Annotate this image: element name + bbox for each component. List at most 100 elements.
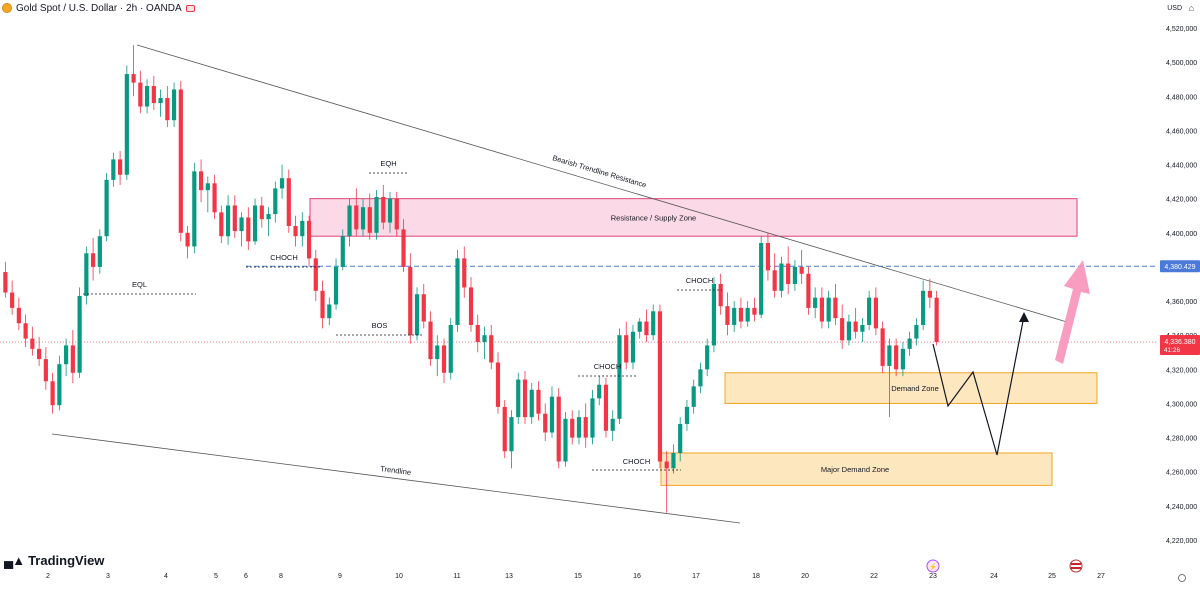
- tradingview-logo[interactable]: ▄▲ TradingView: [4, 553, 104, 568]
- candle-body: [624, 335, 629, 363]
- candle-body: [468, 287, 474, 325]
- candle-body: [907, 338, 912, 349]
- candle: [759, 236, 764, 319]
- candle-body: [698, 369, 703, 387]
- candle: [752, 297, 757, 322]
- candle: [367, 193, 372, 240]
- candle-body: [198, 171, 204, 191]
- candle: [765, 232, 771, 281]
- chart-header: Gold Spot / U.S. Dollar · 2h · OANDA: [0, 0, 195, 16]
- y-tick-label: 4,220,000: [1166, 538, 1197, 545]
- candle-body: [819, 297, 824, 322]
- candle: [84, 246, 89, 305]
- candle-body: [502, 406, 507, 452]
- candle: [819, 287, 824, 329]
- candle: [867, 290, 872, 331]
- candle: [124, 65, 129, 180]
- candle: [576, 410, 582, 445]
- candle-body: [279, 178, 285, 189]
- projection-path: [932, 315, 1025, 456]
- candle: [198, 159, 204, 203]
- candle-body: [806, 273, 811, 308]
- candle: [414, 287, 420, 341]
- candle-body: [347, 205, 352, 237]
- candle: [57, 355, 62, 411]
- x-tick-label: 5: [214, 573, 218, 580]
- candle-body: [441, 345, 447, 373]
- candle: [745, 301, 750, 327]
- lightning-glyph-icon: ⚡: [929, 562, 938, 571]
- candle: [37, 336, 42, 366]
- candle: [91, 237, 96, 281]
- y-tick-label: 4,460,000: [1166, 128, 1197, 135]
- structure-label: CHOCH: [623, 457, 651, 466]
- candle: [421, 284, 426, 329]
- candle-body: [718, 284, 723, 307]
- candle: [671, 444, 676, 474]
- candle: [178, 80, 183, 242]
- candle-body: [887, 345, 892, 366]
- candle-body: [678, 423, 683, 453]
- candle: [921, 280, 926, 331]
- candle: [684, 400, 690, 431]
- candle: [111, 152, 116, 187]
- candle: [16, 297, 21, 331]
- structure-label: EQH: [380, 159, 396, 168]
- candle: [279, 164, 285, 199]
- candle-body: [489, 335, 494, 363]
- candle-body: [37, 348, 42, 360]
- candle-body: [205, 183, 210, 191]
- candle-body: [873, 297, 878, 329]
- candle-body: [583, 417, 588, 438]
- symbol-title[interactable]: Gold Spot / U.S. Dollar · 2h · OANDA: [16, 2, 182, 14]
- candle: [840, 304, 845, 349]
- candle-body: [657, 311, 663, 462]
- candle: [698, 362, 703, 394]
- candle-body: [57, 364, 62, 406]
- candle-body: [239, 217, 244, 232]
- zone-rect: [724, 372, 1098, 404]
- flag-stripe: [1071, 567, 1081, 569]
- candle: [313, 249, 318, 302]
- x-tick-label: 15: [574, 573, 582, 580]
- bell-icon[interactable]: ⌂: [1188, 3, 1194, 13]
- x-tick-label: 17: [692, 573, 700, 580]
- currency-label[interactable]: USD: [1167, 5, 1182, 12]
- candle-body: [786, 263, 791, 284]
- candle-body: [16, 307, 21, 324]
- market-status-icon[interactable]: [185, 4, 195, 12]
- candle: [158, 89, 163, 117]
- candle-body: [752, 307, 757, 315]
- candle-body: [77, 295, 82, 373]
- candle-body: [111, 159, 116, 180]
- candle-body: [435, 345, 440, 360]
- candle: [273, 181, 278, 223]
- candle-body: [684, 406, 690, 424]
- candle-body: [144, 86, 150, 107]
- candle: [813, 287, 818, 319]
- candle: [691, 379, 696, 414]
- candle-body: [570, 418, 575, 438]
- candle-body: [509, 417, 514, 452]
- candle: [597, 376, 602, 406]
- candle: [563, 412, 568, 467]
- candle: [192, 162, 197, 254]
- candle-body: [360, 207, 366, 230]
- zone-label: Demand Zone: [891, 384, 939, 393]
- candle-body: [846, 321, 851, 341]
- candle-body: [711, 284, 717, 346]
- structure-label: EQL: [132, 280, 147, 289]
- candle: [914, 318, 919, 346]
- candle-body: [543, 413, 548, 433]
- candle-body: [246, 217, 251, 242]
- projection-arrowhead-icon: [1019, 312, 1029, 322]
- candle-body: [43, 359, 48, 382]
- candle-body: [50, 381, 55, 406]
- structure-label: CHOCH: [594, 362, 622, 371]
- candle-body: [738, 307, 744, 322]
- candle-body: [97, 236, 102, 267]
- candle-body: [799, 266, 804, 274]
- x-tick-label: 18: [752, 573, 760, 580]
